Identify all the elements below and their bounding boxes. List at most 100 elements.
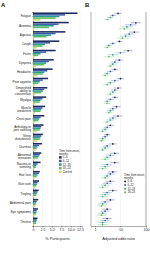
bar bbox=[33, 66, 36, 68]
error-bar bbox=[103, 218, 112, 219]
tick: Cough bbox=[22, 42, 33, 46]
bar bbox=[33, 121, 35, 123]
legend-swatch bbox=[124, 181, 126, 183]
text-line: Anosmia bbox=[19, 24, 31, 28]
bar bbox=[33, 23, 59, 25]
error-bar bbox=[110, 162, 119, 163]
error-bar bbox=[103, 209, 112, 210]
bar bbox=[33, 62, 46, 64]
error-bar bbox=[102, 75, 108, 76]
bar bbox=[33, 22, 69, 24]
error-bar bbox=[99, 131, 106, 132]
error-bar bbox=[104, 134, 110, 135]
point bbox=[104, 220, 106, 222]
point bbox=[104, 166, 106, 168]
point bbox=[125, 35, 127, 37]
point bbox=[104, 147, 106, 149]
bar bbox=[33, 219, 37, 221]
point bbox=[104, 184, 106, 186]
error-bar bbox=[106, 181, 115, 182]
bar bbox=[33, 149, 35, 151]
point bbox=[123, 28, 125, 30]
category-label: Anosmia bbox=[19, 24, 31, 28]
axis-line bbox=[146, 12, 147, 226]
error-bar bbox=[119, 28, 130, 29]
bar bbox=[33, 78, 48, 80]
error-bar bbox=[124, 34, 134, 35]
bar bbox=[33, 199, 38, 201]
point bbox=[106, 156, 108, 158]
point bbox=[104, 136, 106, 138]
bar bbox=[33, 213, 36, 215]
text-line: Chest pain bbox=[16, 117, 31, 121]
grid-line bbox=[94, 12, 95, 226]
point bbox=[109, 17, 111, 19]
error-bar bbox=[104, 103, 111, 104]
error-bar bbox=[101, 177, 110, 178]
bar bbox=[33, 117, 41, 119]
point bbox=[106, 218, 108, 220]
point bbox=[114, 61, 116, 63]
error-bar bbox=[104, 19, 110, 20]
error-bar bbox=[98, 140, 105, 141]
bar bbox=[33, 145, 39, 147]
tick-label: 2.5 bbox=[40, 228, 45, 232]
error-bar bbox=[117, 41, 123, 42]
bar bbox=[33, 193, 37, 195]
point bbox=[118, 41, 120, 43]
tick: Abdominal pain bbox=[10, 201, 33, 205]
point bbox=[102, 222, 104, 224]
category-label: Tingling bbox=[20, 192, 31, 196]
tick: 10.0 bbox=[68, 226, 75, 232]
error-bar bbox=[106, 45, 113, 46]
tick: Fever bbox=[23, 52, 33, 56]
bar bbox=[33, 218, 38, 220]
point bbox=[109, 65, 111, 67]
point bbox=[114, 162, 116, 164]
bar bbox=[33, 126, 41, 128]
point bbox=[114, 152, 116, 154]
bar bbox=[33, 70, 47, 72]
tick: Headache bbox=[17, 70, 33, 74]
error-bar bbox=[103, 157, 111, 158]
tick: Anosmia bbox=[19, 24, 33, 28]
point bbox=[101, 140, 103, 142]
point bbox=[114, 89, 116, 91]
bar bbox=[33, 94, 35, 96]
error-bar bbox=[120, 36, 131, 37]
point bbox=[106, 103, 108, 105]
category-label: Fatigue bbox=[21, 14, 32, 18]
point bbox=[101, 214, 103, 216]
legend-label: Control bbox=[63, 170, 72, 174]
x-axis: 110100 bbox=[92, 226, 150, 232]
tick-mark bbox=[32, 174, 33, 175]
error-bar bbox=[107, 110, 114, 111]
tick: 10 bbox=[119, 226, 123, 232]
tick-mark bbox=[32, 137, 33, 138]
point bbox=[128, 33, 130, 35]
error-bar bbox=[110, 15, 116, 16]
legend-swatch bbox=[124, 184, 126, 186]
tick: Diarrhea bbox=[19, 145, 33, 149]
tick: Diminishedability toconcentrate bbox=[15, 86, 33, 97]
point bbox=[106, 175, 108, 177]
category-label: Muscleweakness bbox=[17, 106, 31, 113]
bar bbox=[33, 129, 40, 131]
tick-mark bbox=[32, 109, 33, 110]
point bbox=[122, 37, 124, 39]
tick: Nausea orvomiting bbox=[17, 162, 33, 169]
bar bbox=[33, 211, 36, 213]
bar bbox=[33, 194, 36, 196]
tick: Muscleweakness bbox=[17, 106, 33, 113]
bar bbox=[33, 157, 38, 159]
point bbox=[102, 138, 104, 140]
bar bbox=[33, 14, 65, 16]
point bbox=[116, 106, 118, 108]
text-line: Skin rash bbox=[18, 182, 31, 186]
bar bbox=[33, 180, 39, 182]
point bbox=[108, 112, 110, 114]
point bbox=[102, 130, 104, 132]
error-bar bbox=[109, 108, 116, 109]
text-line: concentrate bbox=[15, 92, 31, 96]
error-bar bbox=[129, 32, 139, 33]
